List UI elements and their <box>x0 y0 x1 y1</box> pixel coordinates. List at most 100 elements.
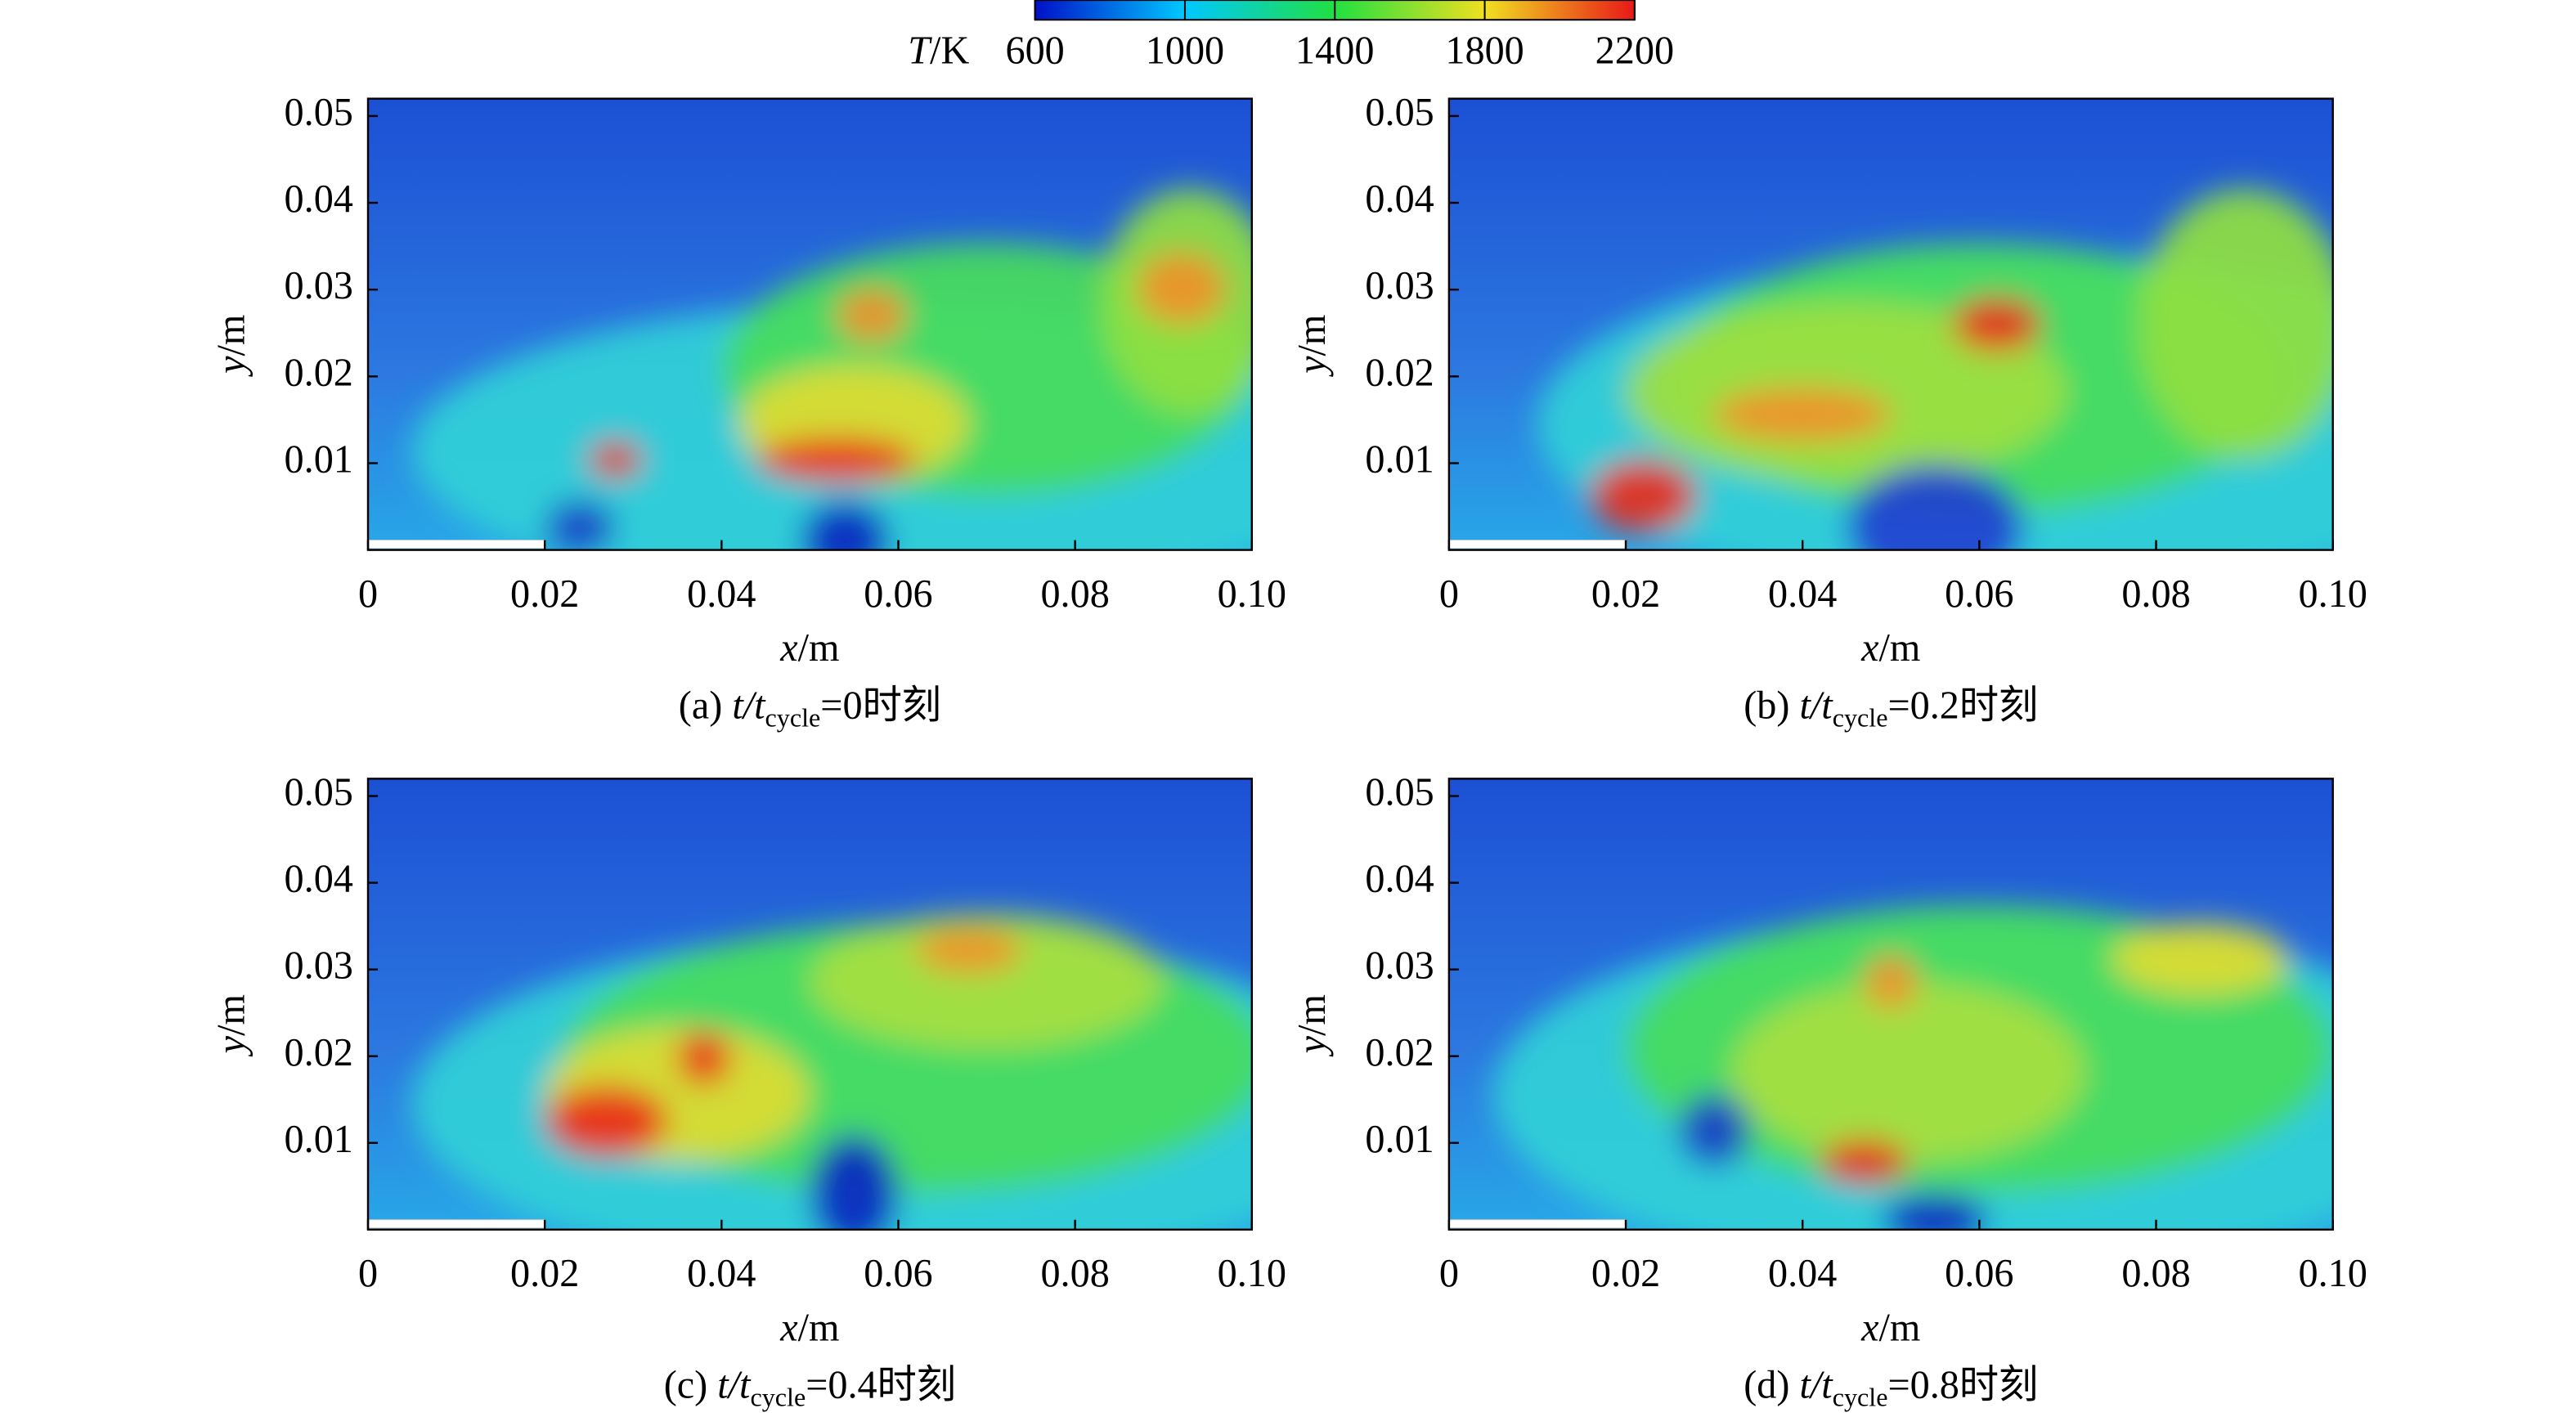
x-tick-label: 0 <box>1439 572 1459 616</box>
x-tick-label: 0.10 <box>1218 1252 1286 1295</box>
y-tick-label: 0.04 <box>1365 858 1434 901</box>
y-tick-label: 0.02 <box>1365 1031 1434 1074</box>
y-tick-label: 0.05 <box>1365 771 1434 814</box>
x-tick-label: 0.10 <box>2298 1252 2367 1295</box>
x-tick-label: 0.06 <box>864 572 932 616</box>
field-blob <box>677 1031 731 1086</box>
plot-frame <box>366 97 1254 551</box>
y-axis-label-unit: /m <box>1290 315 1334 356</box>
field-blob <box>810 913 1164 1050</box>
y-axis-label: y/m <box>1290 315 1334 378</box>
x-tick-label: 0.04 <box>1768 572 1837 616</box>
colorbar-label: T/K <box>908 29 969 72</box>
x-tick-label: 0 <box>1439 1252 1459 1295</box>
x-tick-label: 0.10 <box>2298 572 2367 616</box>
y-tick-label: 0.04 <box>285 177 353 221</box>
caption-sub: cycle <box>1833 1383 1888 1412</box>
y-tick-label: 0.03 <box>285 944 353 988</box>
wall-plate <box>368 540 545 549</box>
y-tick-label: 0.01 <box>285 438 353 482</box>
x-axis-label-var: x <box>1860 1306 1879 1349</box>
y-tick-label: 0.02 <box>285 351 353 394</box>
colorbar-tick-label: 2200 <box>1595 29 1674 72</box>
field-blobs <box>1537 189 2333 550</box>
y-axis-label-var: y <box>209 356 253 378</box>
y-tick-label: 0.02 <box>285 1031 353 1074</box>
temperature-field <box>1448 98 2333 550</box>
field-blob <box>1882 1193 1989 1230</box>
field-blob <box>2138 189 2333 460</box>
x-tick-label: 0.02 <box>1591 572 1660 616</box>
wall-plate <box>1448 1219 1627 1229</box>
colorbar-label-unit: /K <box>930 29 969 72</box>
x-tick-label: 0.08 <box>2121 572 2190 616</box>
y-axis-label-unit: /m <box>209 994 253 1036</box>
caption: (c) t/tcycle=0.4时刻 <box>664 1364 956 1412</box>
plot-frame <box>366 778 1254 1231</box>
caption-prefix: (a) <box>679 684 733 728</box>
y-axis-label: y/m <box>1290 994 1334 1057</box>
x-axis-label: x/m <box>779 626 839 670</box>
caption-suffix: =0时刻 <box>820 684 941 728</box>
field-blobs <box>412 913 1252 1230</box>
field-blobs <box>412 189 1252 550</box>
caption-sub: cycle <box>1833 703 1888 733</box>
x-tick-label: 0 <box>358 572 378 616</box>
y-tick-label: 0.05 <box>285 771 353 814</box>
field-blob <box>589 442 643 478</box>
x-axis-label-var: x <box>779 626 798 670</box>
y-tick-label: 0.04 <box>1365 177 1434 221</box>
field-blob <box>1137 252 1226 325</box>
caption-prefix: (c) <box>664 1364 718 1407</box>
x-tick-label: 0.04 <box>687 1252 756 1295</box>
field-blob <box>810 1135 899 1230</box>
caption-sub: cycle <box>765 703 821 733</box>
y-axis-label-var: y <box>1290 356 1334 378</box>
temperature-field <box>1448 778 2333 1230</box>
caption: (d) t/tcycle=0.8时刻 <box>1744 1364 2038 1412</box>
x-tick-label: 0.04 <box>687 572 756 616</box>
colorbar-tick-label: 1800 <box>1445 29 1524 72</box>
caption-prefix: (b) <box>1744 684 1799 728</box>
field-blob <box>916 927 1022 973</box>
wall-plate <box>368 1219 545 1229</box>
caption-var: t/t <box>732 684 766 728</box>
colorbar-tick-label: 600 <box>1005 29 1064 72</box>
x-tick-label: 0.04 <box>1768 1252 1837 1295</box>
x-tick-label: 0.02 <box>1591 1252 1660 1295</box>
y-tick-label: 0.02 <box>1365 351 1434 394</box>
x-axis-label-var: x <box>779 1306 798 1349</box>
plot-frame <box>1447 97 2334 551</box>
y-axis-label: y/m <box>209 994 253 1057</box>
colorbar-label-var: T <box>908 29 932 72</box>
field-blob <box>545 500 616 550</box>
y-axis-label-unit: /m <box>1290 994 1334 1036</box>
y-axis-label-unit: /m <box>209 315 253 356</box>
x-tick-label: 0.10 <box>1218 572 1286 616</box>
y-axis-label-var: y <box>209 1035 253 1057</box>
caption-suffix: =0.2时刻 <box>1887 684 2038 728</box>
caption: (a) t/tcycle=0时刻 <box>679 684 941 733</box>
x-axis-label-unit: /m <box>798 1306 840 1349</box>
field-blob <box>1864 954 1918 1009</box>
x-tick-label: 0.08 <box>2121 1252 2190 1295</box>
x-axis-label: x/m <box>779 1306 839 1349</box>
caption-var: t/t <box>1800 1364 1834 1407</box>
x-axis-label-var: x <box>1860 626 1879 670</box>
field-blob <box>1714 387 1892 442</box>
x-tick-label: 0 <box>358 1252 378 1295</box>
field-blob <box>1952 297 2042 352</box>
caption-suffix: =0.8时刻 <box>1887 1364 2038 1407</box>
temperature-field <box>368 98 1252 550</box>
x-tick-label: 0.08 <box>1040 1252 1109 1295</box>
x-tick-label: 0.02 <box>510 1252 579 1295</box>
caption: (b) t/tcycle=0.2时刻 <box>1744 684 2038 733</box>
x-tick-label: 0.08 <box>1040 572 1109 616</box>
y-tick-label: 0.03 <box>1365 264 1434 307</box>
y-tick-label: 0.03 <box>285 264 353 307</box>
colorbar-tick-label: 1000 <box>1146 29 1224 72</box>
y-axis-label: y/m <box>209 315 253 378</box>
y-tick-label: 0.05 <box>1365 91 1434 134</box>
temperature-field <box>368 778 1252 1230</box>
